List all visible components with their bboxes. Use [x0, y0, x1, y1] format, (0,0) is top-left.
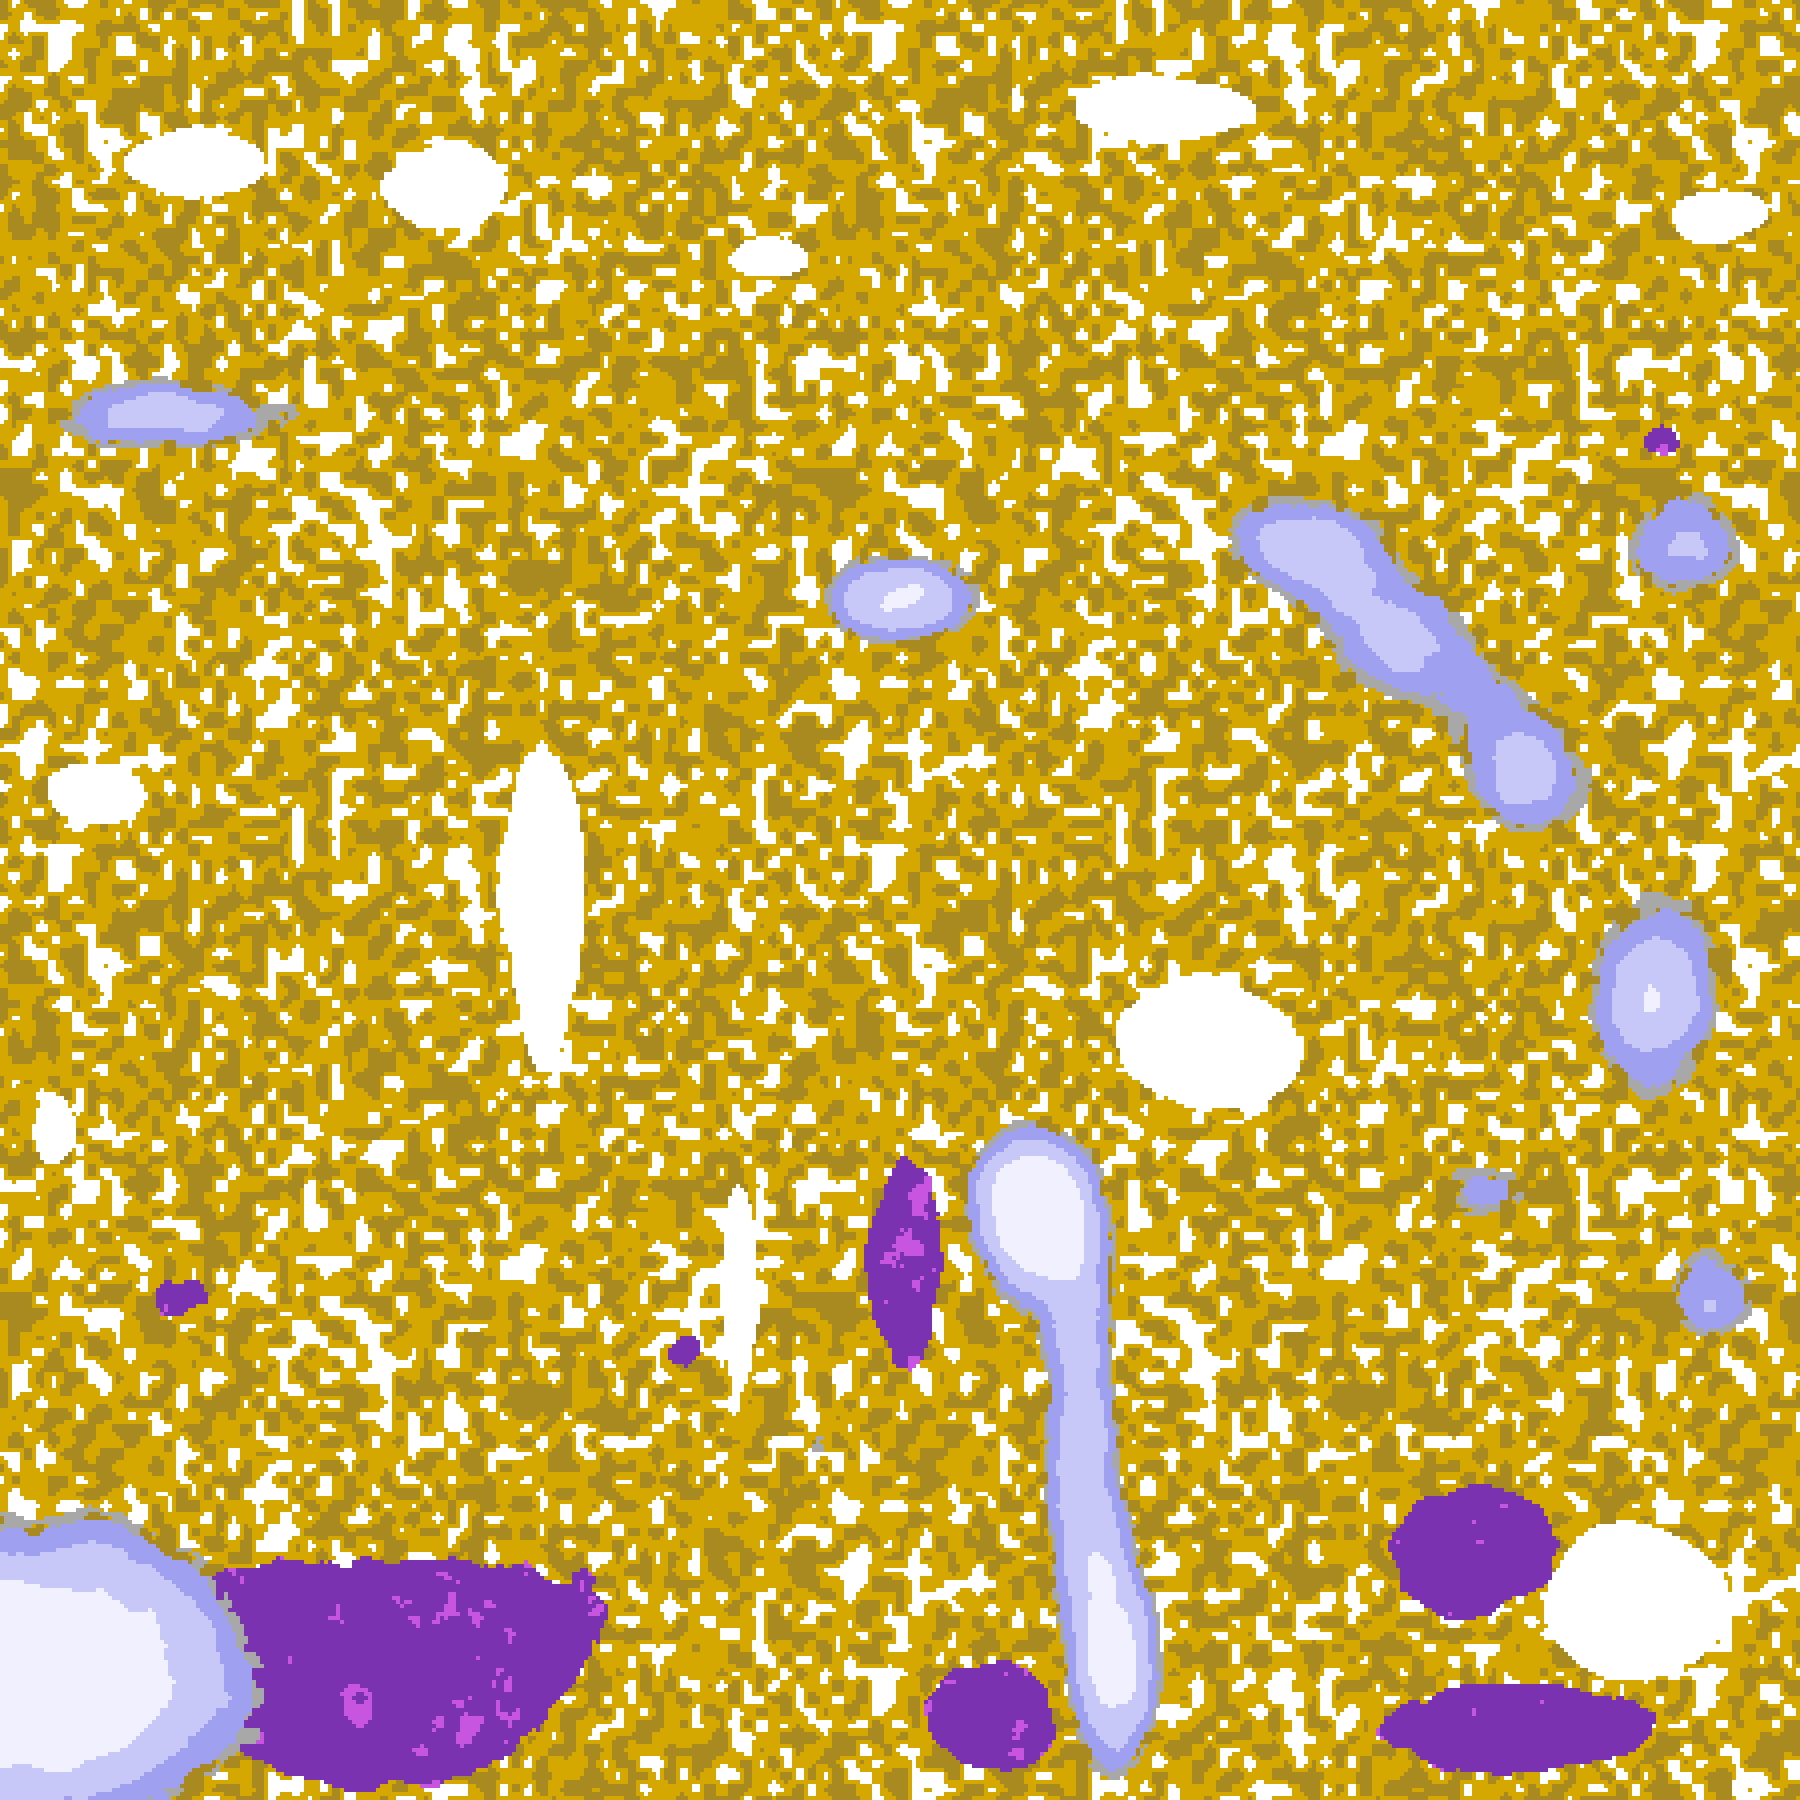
map-raster: [0, 0, 1800, 1800]
satellite-classification-map: [0, 0, 1800, 1800]
